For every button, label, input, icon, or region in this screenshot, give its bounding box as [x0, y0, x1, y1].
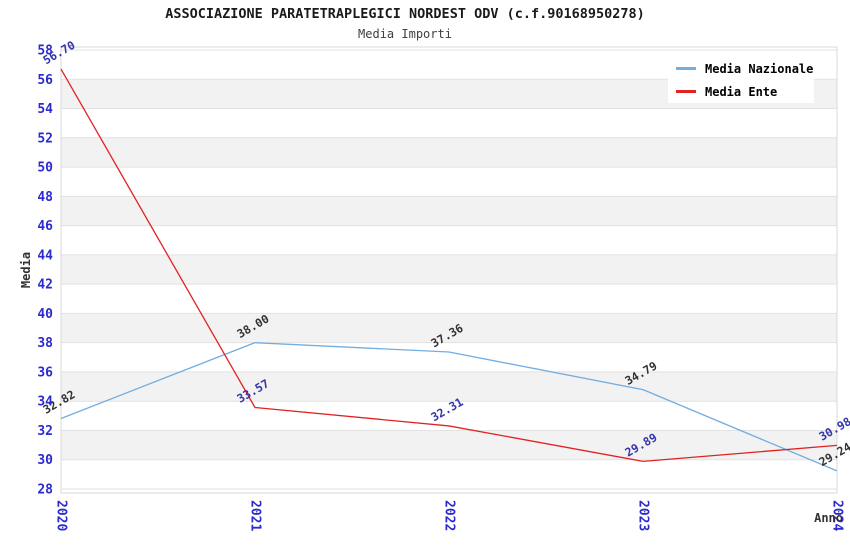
plot-band — [61, 225, 837, 255]
y-tick-label: 34 — [37, 395, 53, 410]
y-tick-label: 48 — [37, 190, 53, 205]
legend-swatch-media-ente-icon — [676, 90, 696, 93]
y-tick-label: 30 — [37, 453, 53, 468]
y-tick-label: 54 — [37, 102, 53, 117]
y-tick-label: 44 — [37, 248, 53, 263]
legend-item-media-ente: Media Ente — [676, 83, 814, 101]
y-tick-label: 42 — [37, 278, 53, 293]
y-tick-label: 56 — [37, 73, 53, 88]
y-tick-label: 52 — [37, 131, 53, 146]
y-tick-label: 32 — [37, 424, 53, 439]
y-tick-label: 28 — [37, 483, 53, 498]
series-line-media-nazionale — [60, 342, 838, 472]
chart-subtitle: Media Importi — [358, 27, 452, 41]
y-tick-label: 46 — [37, 219, 53, 234]
y-axis-title: Media — [19, 252, 33, 288]
plot-band — [61, 108, 837, 138]
plot-band — [61, 167, 837, 197]
legend: Media Nazionale Media Ente — [668, 57, 814, 103]
legend-swatch-media-nazionale-icon — [676, 67, 696, 70]
x-tick-label: 2024 — [830, 500, 845, 531]
x-axis-title: Anno — [814, 511, 843, 525]
y-tick-label: 38 — [37, 336, 53, 351]
chart-title: ASSOCIAZIONE PARATETRAPLEGICI NORDEST OD… — [165, 6, 645, 22]
legend-label-media-nazionale: Media Nazionale — [705, 61, 814, 76]
plot-band — [61, 284, 837, 314]
series-line-media-ente — [60, 68, 838, 462]
y-tick-label: 50 — [37, 161, 53, 176]
plot-band — [61, 196, 837, 226]
plot-border — [60, 46, 838, 494]
x-tick-label: 2022 — [442, 500, 457, 531]
y-tick-label: 36 — [37, 365, 53, 380]
plot-band — [61, 371, 837, 402]
plot-band — [61, 342, 837, 372]
x-tick-label: 2023 — [636, 500, 651, 531]
plot-band — [61, 313, 837, 343]
plot-band — [61, 137, 837, 168]
x-tick-label: 2021 — [248, 500, 263, 531]
plot-band — [61, 254, 837, 285]
plot-band — [61, 459, 837, 489]
legend-label-media-ente: Media Ente — [705, 84, 778, 99]
plot-band — [61, 430, 837, 460]
y-tick-label: 58 — [37, 44, 53, 59]
y-tick-label: 40 — [37, 307, 53, 322]
x-tick-label: 2020 — [54, 500, 69, 531]
legend-item-media-nazionale: Media Nazionale — [676, 60, 814, 78]
